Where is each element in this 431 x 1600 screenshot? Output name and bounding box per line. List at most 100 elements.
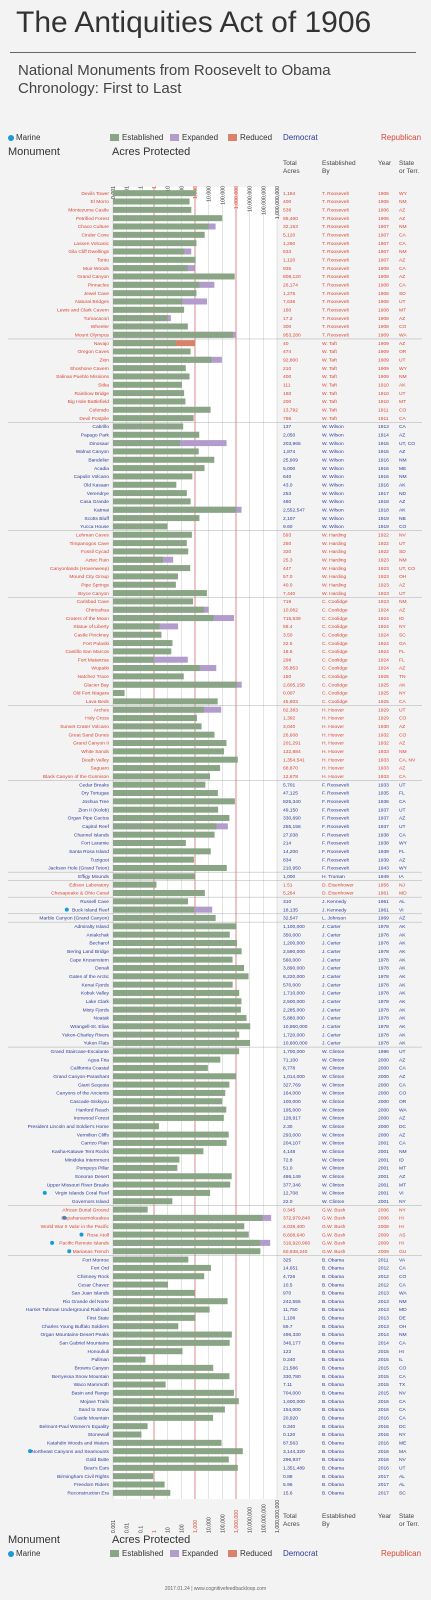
state-value: AZ [399,766,405,772]
year-value: 2013 [378,1299,389,1305]
year-value: 1969 [378,916,389,922]
established-by-value: T. Roosevelt [322,258,350,264]
established-by-value: W. Clinton [322,1091,345,1097]
state-value: NY [399,1432,407,1438]
monument-name: Bear's Ears [84,1466,110,1472]
total-acres-value: 640 [283,474,291,480]
monument-name: Lake Clark [86,999,110,1005]
total-acres-value: 59.7 [283,1324,293,1330]
monument-header-bottom: Monument [8,1534,60,1546]
state-value: CA [399,1416,407,1422]
bar-established [113,848,211,855]
state-value: NM [399,1149,407,1155]
monument-name: Natchez Trace [77,674,109,680]
established-by-value: F. Roosevelt [322,857,350,863]
established-by-value: B. Obama [322,1274,344,1280]
monument-name: Rio Grande del Norte [63,1299,109,1305]
total-acres-value: 82,383 [283,707,298,713]
year-value: 1907 [378,258,389,264]
established-by-value: H. Hoover [322,774,344,780]
year-value: 1925 [378,674,389,680]
legend-bottom: Marine Established Expanded Reduced Demo… [0,1549,431,1563]
total-acres-value: 2,050 [283,432,296,438]
established-by-value: W. Clinton [322,1082,345,1088]
established-by-value: F. Roosevelt [322,791,350,797]
monument-header: Monument [8,146,60,158]
total-acres-value: 0.88 [283,1474,293,1480]
year-value: 1908 [378,266,389,272]
established-by-value: C. Coolidge [322,607,348,613]
monument-name: San Juan Islands [71,1291,109,1297]
year-value: 2015 [378,1366,389,1372]
year-value: 1978 [378,957,389,963]
established-by-value: J. Carter [322,1032,341,1038]
state-value: OR [399,349,407,355]
established-by-value: W. Clinton [322,1066,345,1072]
year-value: 2008 [378,1224,389,1230]
total-acres-value: 7,440 [283,591,296,597]
bar-established [113,665,200,672]
bar-established [113,323,188,330]
legend-expanded-bottom: Expanded [170,1549,218,1558]
x-tick-label: 100,000,000 [261,186,267,215]
established-by-value: W. Clinton [322,1099,345,1105]
year-value: 1919 [378,516,389,522]
monument-name: Fort Laramie [81,841,109,847]
state-value: CO [399,407,407,413]
bar-established [113,1489,171,1496]
year-value: 1917 [378,491,389,497]
state-value: AK [399,682,406,688]
established-by-value: T. Roosevelt [322,208,350,214]
bar-established [113,973,249,980]
year-header-bottom: Year [378,1513,392,1520]
monument-name: Chiricahua [86,607,110,613]
x-tick-label: 10,000 [207,186,213,202]
established-by-value: W. Harding [322,591,346,597]
total-acres-value: 128,917 [283,1116,301,1122]
total-acres-value: 40 [283,341,289,347]
state-value: NM [399,557,407,563]
year-value: 1932 [378,732,389,738]
year-value: 1923 [378,591,389,597]
year-value: 1978 [378,991,389,997]
state-value: AZ [399,741,405,747]
state-value: SD [399,549,406,555]
monument-name: Sand to Snow [79,1407,110,1413]
total-acres-value: 1,720,000 [283,1032,305,1038]
monument-name: Castillo San Marcos [66,649,110,655]
established-by-value: F. Roosevelt [322,841,350,847]
total-acres-value: 20,920 [283,1416,298,1422]
established-by-value: T. Roosevelt [322,266,350,272]
total-acres-value: 2,107 [283,516,296,522]
year-value: 1922 [378,541,389,547]
monument-name: Timpanogos Cave [69,541,109,547]
bar-established [113,889,205,896]
bar-established [113,456,215,463]
established-by-value: W. Harding [322,574,346,580]
established-by-value: B. Obama [322,1332,344,1338]
bar-established [113,1431,142,1438]
bar-established [113,465,205,472]
monument-name: Denali [95,966,109,972]
monument-name: Browns Canyon [74,1366,109,1372]
bar-established [113,906,195,913]
bar-established [113,1023,251,1030]
bar-established [113,1031,240,1038]
state-value: AL [399,899,405,905]
monument-name: Northeast Canyons and Seamounts [32,1449,110,1455]
total-acres-value: 164,000 [283,1091,301,1097]
established-swatch-icon [110,134,119,142]
year-value: 1918 [378,499,389,505]
total-acres-value: 0.240 [283,1357,296,1363]
state-value: AZ [399,724,405,730]
state-value: AK [399,382,406,388]
year-value: 2001 [378,1191,389,1197]
monument-name: Glacier Bay [84,682,110,688]
established-by-value: C. Coolidge [322,649,348,655]
state-value: CA [399,416,407,422]
monument-name: Cinder Cone [82,233,110,239]
state-value: AZ [399,1132,405,1138]
established-by-value: B. Obama [322,1424,344,1430]
total-acres-value: 137 [283,424,291,430]
monument-name: Fossil Cycad [81,549,109,555]
